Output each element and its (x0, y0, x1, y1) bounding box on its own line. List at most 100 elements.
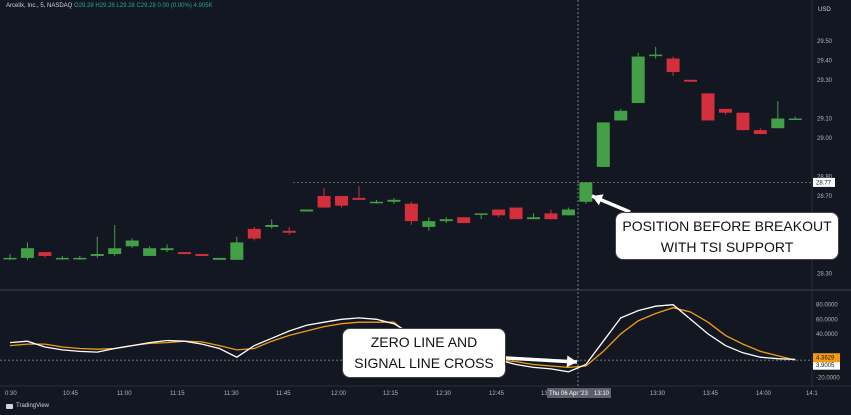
price-tag-label: 28.77 (816, 181, 832, 187)
candle-body (718, 108, 732, 113)
candle-body (439, 219, 453, 222)
candle-body (631, 56, 645, 104)
time-tick-label: 14:1 (806, 391, 818, 397)
low-value: L29.28 (116, 3, 135, 9)
chart-header: Arcellx, Inc., 5, NASDAQ O29.28 H29.28 L… (6, 3, 213, 9)
tradingview-logo-icon (6, 403, 13, 409)
price-tick-label: 28.30 (817, 271, 833, 277)
price-tag-box (813, 177, 835, 187)
candle-body (247, 228, 261, 239)
close-value: C29.28 (136, 3, 156, 9)
candle-body (457, 217, 471, 224)
candle-body (509, 207, 523, 220)
candle-body (143, 248, 157, 256)
candle-body (387, 199, 401, 202)
candle-body (108, 248, 122, 255)
time-tick-label: 13:30 (650, 391, 666, 397)
candle-body (55, 257, 69, 260)
price-tick-label: 29.00 (817, 136, 833, 142)
candle-body (3, 257, 17, 260)
candle-body (369, 201, 383, 204)
breakout-annotation: POSITION BEFORE BREAKOUT WITH TSI SUPPOR… (615, 212, 839, 260)
crosshair-time-label: 13:10 (594, 391, 610, 397)
signal-value-label: 4.3629 (816, 356, 835, 362)
open-value: O29.28 (74, 3, 94, 9)
price-tick-label: 29.30 (817, 78, 833, 84)
candle-body (579, 182, 593, 202)
volume-value: 4.905K (193, 3, 213, 9)
breakout-annotation-line1: POSITION BEFORE BREAKOUT (622, 218, 832, 234)
time-tick-label: 12:00 (331, 391, 347, 397)
brand-label: TradingView (16, 403, 50, 409)
candle-body (282, 230, 296, 233)
tradingview-brand[interactable]: TradingView (6, 403, 49, 409)
time-tick-label: 10:45 (63, 391, 79, 397)
candle-body (160, 248, 174, 251)
symbol-label: Arcellx, Inc., 5, NASDAQ (6, 3, 73, 9)
candle-body (352, 197, 366, 200)
signal-value-box (813, 353, 840, 363)
time-tick-label: 13:45 (703, 391, 719, 397)
cross-annotation-line2: SIGNAL LINE CROSS (354, 355, 494, 371)
cross-annotation-line1: ZERO LINE AND (370, 334, 478, 350)
candle-body (335, 195, 349, 206)
candle-body (73, 257, 87, 260)
candle-body (422, 221, 436, 227)
candle-body (527, 217, 540, 220)
candle-body (544, 213, 558, 220)
tsi-tick-label: 40.0000 (816, 332, 838, 338)
time-tick-label: 12:15 (383, 391, 399, 397)
candle-body (317, 195, 331, 208)
candle-body (20, 248, 34, 258)
price-tick-label: 29.10 (817, 117, 833, 123)
change-value: 0.00 (0.00%) (157, 3, 192, 9)
candle-body (666, 58, 680, 73)
candle-body (788, 118, 802, 121)
price-tick-label: 28.80 (817, 175, 833, 181)
candle-body (90, 254, 104, 256)
crosshair-time-box (547, 388, 611, 398)
candle-body (596, 122, 610, 167)
candle-body (701, 93, 715, 121)
candle-body (736, 112, 750, 131)
candle-body (771, 118, 785, 129)
candle-body (300, 209, 314, 212)
cross-annotation: ZERO LINE AND SIGNAL LINE CROSS (342, 328, 506, 378)
breakout-arrow-head (592, 194, 604, 206)
high-value: H29.28 (95, 3, 115, 9)
time-tick-label: 11:15 (170, 391, 185, 397)
candle-body (492, 209, 506, 216)
candle-body (38, 252, 52, 256)
tsi-tick-label: 60.0000 (816, 317, 838, 323)
tsi-tick-label: 80.0000 (816, 303, 838, 309)
tsi-tick-label: 3.9005 (816, 363, 835, 369)
time-tick-label: 12:30 (436, 391, 452, 397)
candle-body (561, 209, 575, 216)
candle-body (474, 213, 488, 215)
cross-arrow-shaft (505, 356, 578, 364)
cross-arrow-head (566, 355, 577, 368)
crosshair-date-label: Thu 06 Apr '23 (549, 391, 589, 397)
candle-body (195, 254, 209, 256)
time-tick-label: 12:45 (489, 391, 505, 397)
tsi-value-box (813, 360, 840, 370)
candle-body (230, 242, 244, 260)
time-tick-label: 14:00 (756, 391, 772, 397)
candle-body (212, 257, 226, 260)
price-tick-label: 29.40 (817, 58, 833, 64)
candle-body (614, 110, 628, 121)
candle-body (265, 224, 279, 227)
candle-body (125, 240, 139, 247)
time-tick-label: 11:30 (224, 391, 239, 397)
time-tick-label: 0:30 (5, 391, 17, 397)
price-tick-label: 28.70 (817, 194, 833, 200)
breakout-annotation-line2: WITH TSI SUPPORT (660, 239, 794, 255)
currency-label: USD (818, 7, 831, 13)
candle-body (684, 79, 698, 82)
time-tick-label: 11:45 (276, 391, 291, 397)
price-tick-label: 29.50 (817, 39, 833, 45)
candle-body (753, 130, 767, 135)
candle-body (404, 203, 418, 222)
tsi-tick-label: -20.0000 (816, 376, 840, 382)
